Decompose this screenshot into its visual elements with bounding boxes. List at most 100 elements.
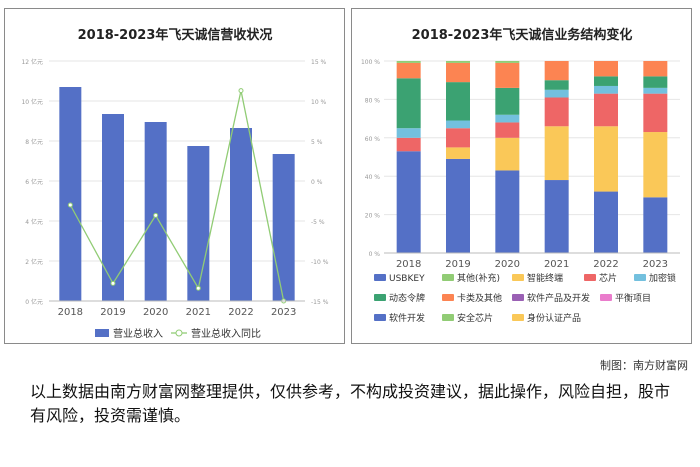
revenue-chart: 2018-2023年飞天诚信营收状况 0 亿元 -15 % 2 亿元 -10 % 4 亿…: [21, 27, 329, 340]
y-tick-label: 80 %: [365, 97, 381, 104]
stack-segment: [643, 197, 668, 253]
right-y-tick-label: 5 %: [311, 139, 323, 146]
legend-label: 安全芯片: [457, 312, 493, 324]
stack-segment: [396, 61, 421, 63]
y-tick-label: 100 %: [361, 59, 380, 66]
left-y-tick-label: 2 亿元: [25, 258, 43, 266]
legend-swatch: [584, 274, 596, 281]
right-y-tick-label: -10 %: [311, 259, 329, 266]
left-y-tick-label: 10 亿元: [21, 98, 43, 106]
stack-segment: [594, 61, 618, 77]
legend-label: 卡类及其他: [457, 292, 502, 304]
stack-segment: [446, 128, 470, 148]
x-tick-label: 2022: [228, 307, 253, 318]
stack-segment: [495, 87, 520, 115]
legend-swatch: [634, 274, 646, 281]
stack-segment: [396, 137, 421, 152]
stack-segment: [594, 126, 618, 192]
legend-swatch: [374, 294, 386, 301]
y-tick-label: 60 %: [365, 136, 381, 143]
structure-chart-title: 2018-2023年飞天诚信业务结构变化: [412, 27, 633, 43]
stack-segment: [643, 93, 668, 133]
revenue-bar: [230, 128, 252, 301]
legend-label: 身份认证产品: [527, 312, 581, 324]
stack-segment: [396, 151, 421, 253]
stack-segment: [594, 191, 618, 253]
stack-segment: [643, 76, 668, 88]
y-tick-label: 20 %: [365, 213, 381, 220]
yoy-point: [67, 202, 73, 208]
x-tick-label: 2019: [100, 307, 125, 318]
left-y-tick-label: 4 亿元: [25, 218, 43, 226]
y-tick-label: 0 %: [369, 251, 381, 258]
stack-segment: [544, 89, 569, 98]
yoy-point: [195, 285, 201, 291]
stack-segment: [643, 132, 668, 198]
x-tick-label: 2018: [58, 307, 83, 318]
yoy-point: [110, 280, 116, 286]
legend-label: USBKEY: [389, 274, 425, 284]
x-tick-label: 2023: [643, 259, 668, 270]
stack-segment: [495, 122, 520, 138]
legend-swatch: [374, 314, 386, 321]
legend-label: 软件开发: [389, 312, 425, 324]
stack-segment: [446, 62, 470, 83]
legend-label: 芯片: [599, 272, 617, 284]
legend-label: 加密锁: [649, 272, 676, 284]
legend-marker-yoy: [175, 329, 183, 337]
stack-segment: [594, 85, 618, 94]
stack-segment: [643, 87, 668, 94]
stack-segment: [396, 78, 421, 129]
legend-swatch: [374, 274, 386, 281]
right-y-tick-label: -5 %: [311, 219, 325, 226]
revenue-bar: [59, 87, 82, 301]
x-tick-label: 2018: [396, 259, 421, 270]
stack-segment: [396, 62, 421, 79]
stack-segment: [544, 126, 569, 181]
stack-segment: [446, 120, 470, 129]
stack-segment: [396, 128, 421, 138]
x-tick-label: 2021: [544, 259, 569, 270]
legend-label: 智能终端: [527, 272, 563, 284]
revenue-chart-panel: 2018-2023年飞天诚信营收状况 0 亿元 -15 % 2 亿元 -10 % 4 亿…: [4, 8, 345, 344]
x-tick-label: 2023: [271, 307, 296, 318]
legend-swatch: [512, 274, 524, 281]
legend-label: 软件产品及开发: [527, 292, 590, 304]
legend-swatch: [442, 294, 454, 301]
legend-swatch: [512, 294, 524, 301]
left-y-tick-label: 0 亿元: [25, 298, 43, 306]
stack-segment: [446, 61, 470, 63]
revenue-bar: [102, 114, 124, 301]
y-tick-label: 40 %: [365, 174, 381, 181]
stack-segment: [446, 158, 470, 253]
left-y-tick-label: 12 亿元: [21, 58, 43, 66]
stack-segment: [446, 147, 470, 159]
stack-segment: [594, 76, 618, 86]
revenue-bar: [144, 122, 167, 301]
stack-segment: [544, 180, 569, 253]
stack-segment: [544, 80, 569, 90]
structure-chart-panel: 2018-2023年飞天诚信业务结构变化 0 % 20 % 40 % 60 % 80 %…: [351, 8, 692, 344]
legend-label: 动态令牌: [389, 292, 425, 304]
stack-segment: [643, 61, 668, 77]
right-y-tick-label: 10 %: [311, 99, 327, 106]
stack-segment: [495, 170, 520, 253]
legend-label: 平衡项目: [615, 292, 651, 304]
x-tick-label: 2020: [143, 307, 168, 318]
structure-chart: 2018-2023年飞天诚信业务结构变化 0 % 20 % 40 % 60 % 80 %…: [361, 27, 680, 324]
legend-swatch: [442, 314, 454, 321]
legend-swatch: [512, 314, 524, 321]
legend-label-yoy: 营业总收入同比: [191, 327, 261, 340]
legend-swatch: [600, 294, 612, 301]
left-y-tick-label: 6 亿元: [25, 178, 43, 186]
revenue-chart-title: 2018-2023年飞天诚信营收状况: [78, 27, 273, 43]
stack-segment: [495, 137, 520, 171]
yoy-point: [153, 212, 159, 218]
yoy-line: [69, 90, 285, 302]
x-tick-label: 2021: [186, 307, 211, 318]
left-y-tick-label: 8 亿元: [25, 138, 43, 146]
stack-segment: [495, 114, 520, 123]
yoy-point: [238, 88, 244, 94]
right-y-tick-label: 0 %: [311, 179, 323, 186]
legend-swatch-revenue: [95, 329, 109, 337]
